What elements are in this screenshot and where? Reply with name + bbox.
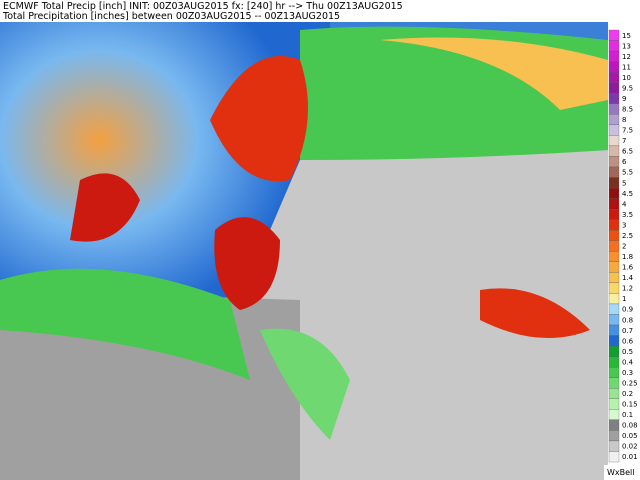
legend-swatch — [608, 356, 620, 368]
legend-label: 4 — [622, 200, 627, 208]
legend-swatch — [608, 345, 620, 357]
legend-label: 6.5 — [622, 148, 633, 156]
legend-label: 1.8 — [622, 253, 633, 261]
legend-label: 1.6 — [622, 264, 634, 272]
legend-label: 7 — [622, 137, 626, 145]
legend-label: 5.5 — [622, 169, 633, 177]
legend-swatch — [608, 282, 620, 294]
legend-label: 6 — [622, 158, 627, 166]
legend-swatch — [608, 82, 620, 94]
legend-label: 0.6 — [622, 337, 634, 345]
legend-label: 0.01 — [622, 453, 638, 461]
legend-swatch — [608, 240, 620, 252]
legend-label: 7.5 — [622, 127, 633, 135]
legend-label: 2 — [622, 243, 626, 251]
norway-max — [210, 56, 308, 182]
legend-swatch — [608, 219, 620, 231]
legend-label: 0.9 — [622, 306, 633, 314]
title-band — [0, 0, 608, 22]
legend-swatch — [608, 93, 620, 104]
legend-swatch — [608, 398, 620, 410]
legend-swatch — [608, 430, 620, 442]
legend-label: 0.08 — [622, 422, 638, 430]
legend-label: 2.5 — [622, 232, 633, 240]
legend-swatch — [608, 272, 620, 284]
watermark-bg — [604, 465, 640, 480]
legend-swatch — [608, 335, 620, 347]
legend-swatch — [608, 40, 620, 52]
legend-swatch — [608, 440, 620, 452]
legend-swatch — [608, 419, 620, 431]
legend-swatch — [608, 177, 620, 189]
legend-label: 9 — [622, 95, 626, 103]
legend-swatch — [608, 145, 620, 157]
alps-max — [214, 217, 280, 310]
legend-swatch — [608, 208, 620, 220]
legend-swatch — [608, 377, 620, 389]
legend-swatch — [608, 29, 620, 41]
green-band — [0, 268, 250, 380]
balkans-green — [260, 328, 350, 440]
legend-label: 0.25 — [622, 379, 638, 387]
legend-label: 5 — [622, 179, 626, 187]
legend-swatch — [608, 156, 620, 168]
legend-label: 0.8 — [622, 316, 633, 324]
legend-swatch — [608, 187, 620, 199]
legend-label: 1 — [622, 295, 626, 303]
legend-swatch — [608, 388, 620, 399]
finland-precip — [380, 37, 608, 110]
legend-swatch — [608, 103, 620, 115]
legend-swatch — [608, 61, 620, 73]
legend-swatch — [608, 198, 620, 210]
legend-swatch — [608, 324, 620, 336]
legend-label: 10 — [622, 74, 631, 82]
legend-swatch — [608, 50, 620, 62]
color-legend: 15131211109.598.587.576.565.554.543.532.… — [608, 22, 640, 466]
legend-swatch — [608, 293, 620, 305]
subtitle: Total Precipitation [inches] between 00Z… — [2, 11, 340, 22]
legend-swatch — [608, 135, 620, 147]
legend-swatch — [608, 71, 620, 83]
legend-swatch — [608, 314, 620, 326]
legend-label: 0.15 — [622, 401, 638, 409]
legend-label: 0.1 — [622, 411, 633, 419]
legend-label: 0.02 — [622, 443, 638, 451]
legend-label: 0.2 — [622, 390, 633, 398]
legend-label: 13 — [622, 42, 631, 50]
legend-label: 1.4 — [622, 274, 634, 282]
uk-max — [70, 173, 140, 242]
legend-label: 4.5 — [622, 190, 633, 198]
legend-label: 8 — [622, 116, 626, 124]
legend-swatch — [608, 303, 620, 315]
legend-swatch — [608, 451, 620, 463]
legend-label: 1.2 — [622, 285, 633, 293]
legend-label: 12 — [622, 53, 631, 61]
legend-label: 9.5 — [622, 84, 633, 92]
legend-label: 11 — [622, 63, 631, 71]
title: ECMWF Total Precip [inch] INIT: 00Z03AUG… — [3, 1, 403, 12]
legend-label: 3.5 — [622, 211, 633, 219]
legend-label: 0.4 — [622, 358, 634, 366]
caucasus-max — [480, 288, 590, 338]
legend-label: 15 — [622, 32, 631, 40]
legend-swatch — [608, 124, 620, 136]
legend-swatch — [608, 230, 620, 241]
legend-label: 3 — [622, 221, 626, 229]
legend-label: 8.5 — [622, 106, 633, 114]
legend-swatch — [608, 166, 620, 178]
legend-label: 0.7 — [622, 327, 633, 335]
legend-label: 0.05 — [622, 432, 638, 440]
legend-swatch — [608, 114, 620, 125]
legend-label: 0.5 — [622, 348, 633, 356]
watermark: WxBell — [607, 468, 635, 477]
legend-swatch — [608, 251, 620, 262]
legend-swatch — [608, 409, 620, 421]
legend-label: 0.3 — [622, 369, 633, 377]
legend-swatch — [608, 367, 620, 378]
legend-swatch — [608, 261, 620, 273]
